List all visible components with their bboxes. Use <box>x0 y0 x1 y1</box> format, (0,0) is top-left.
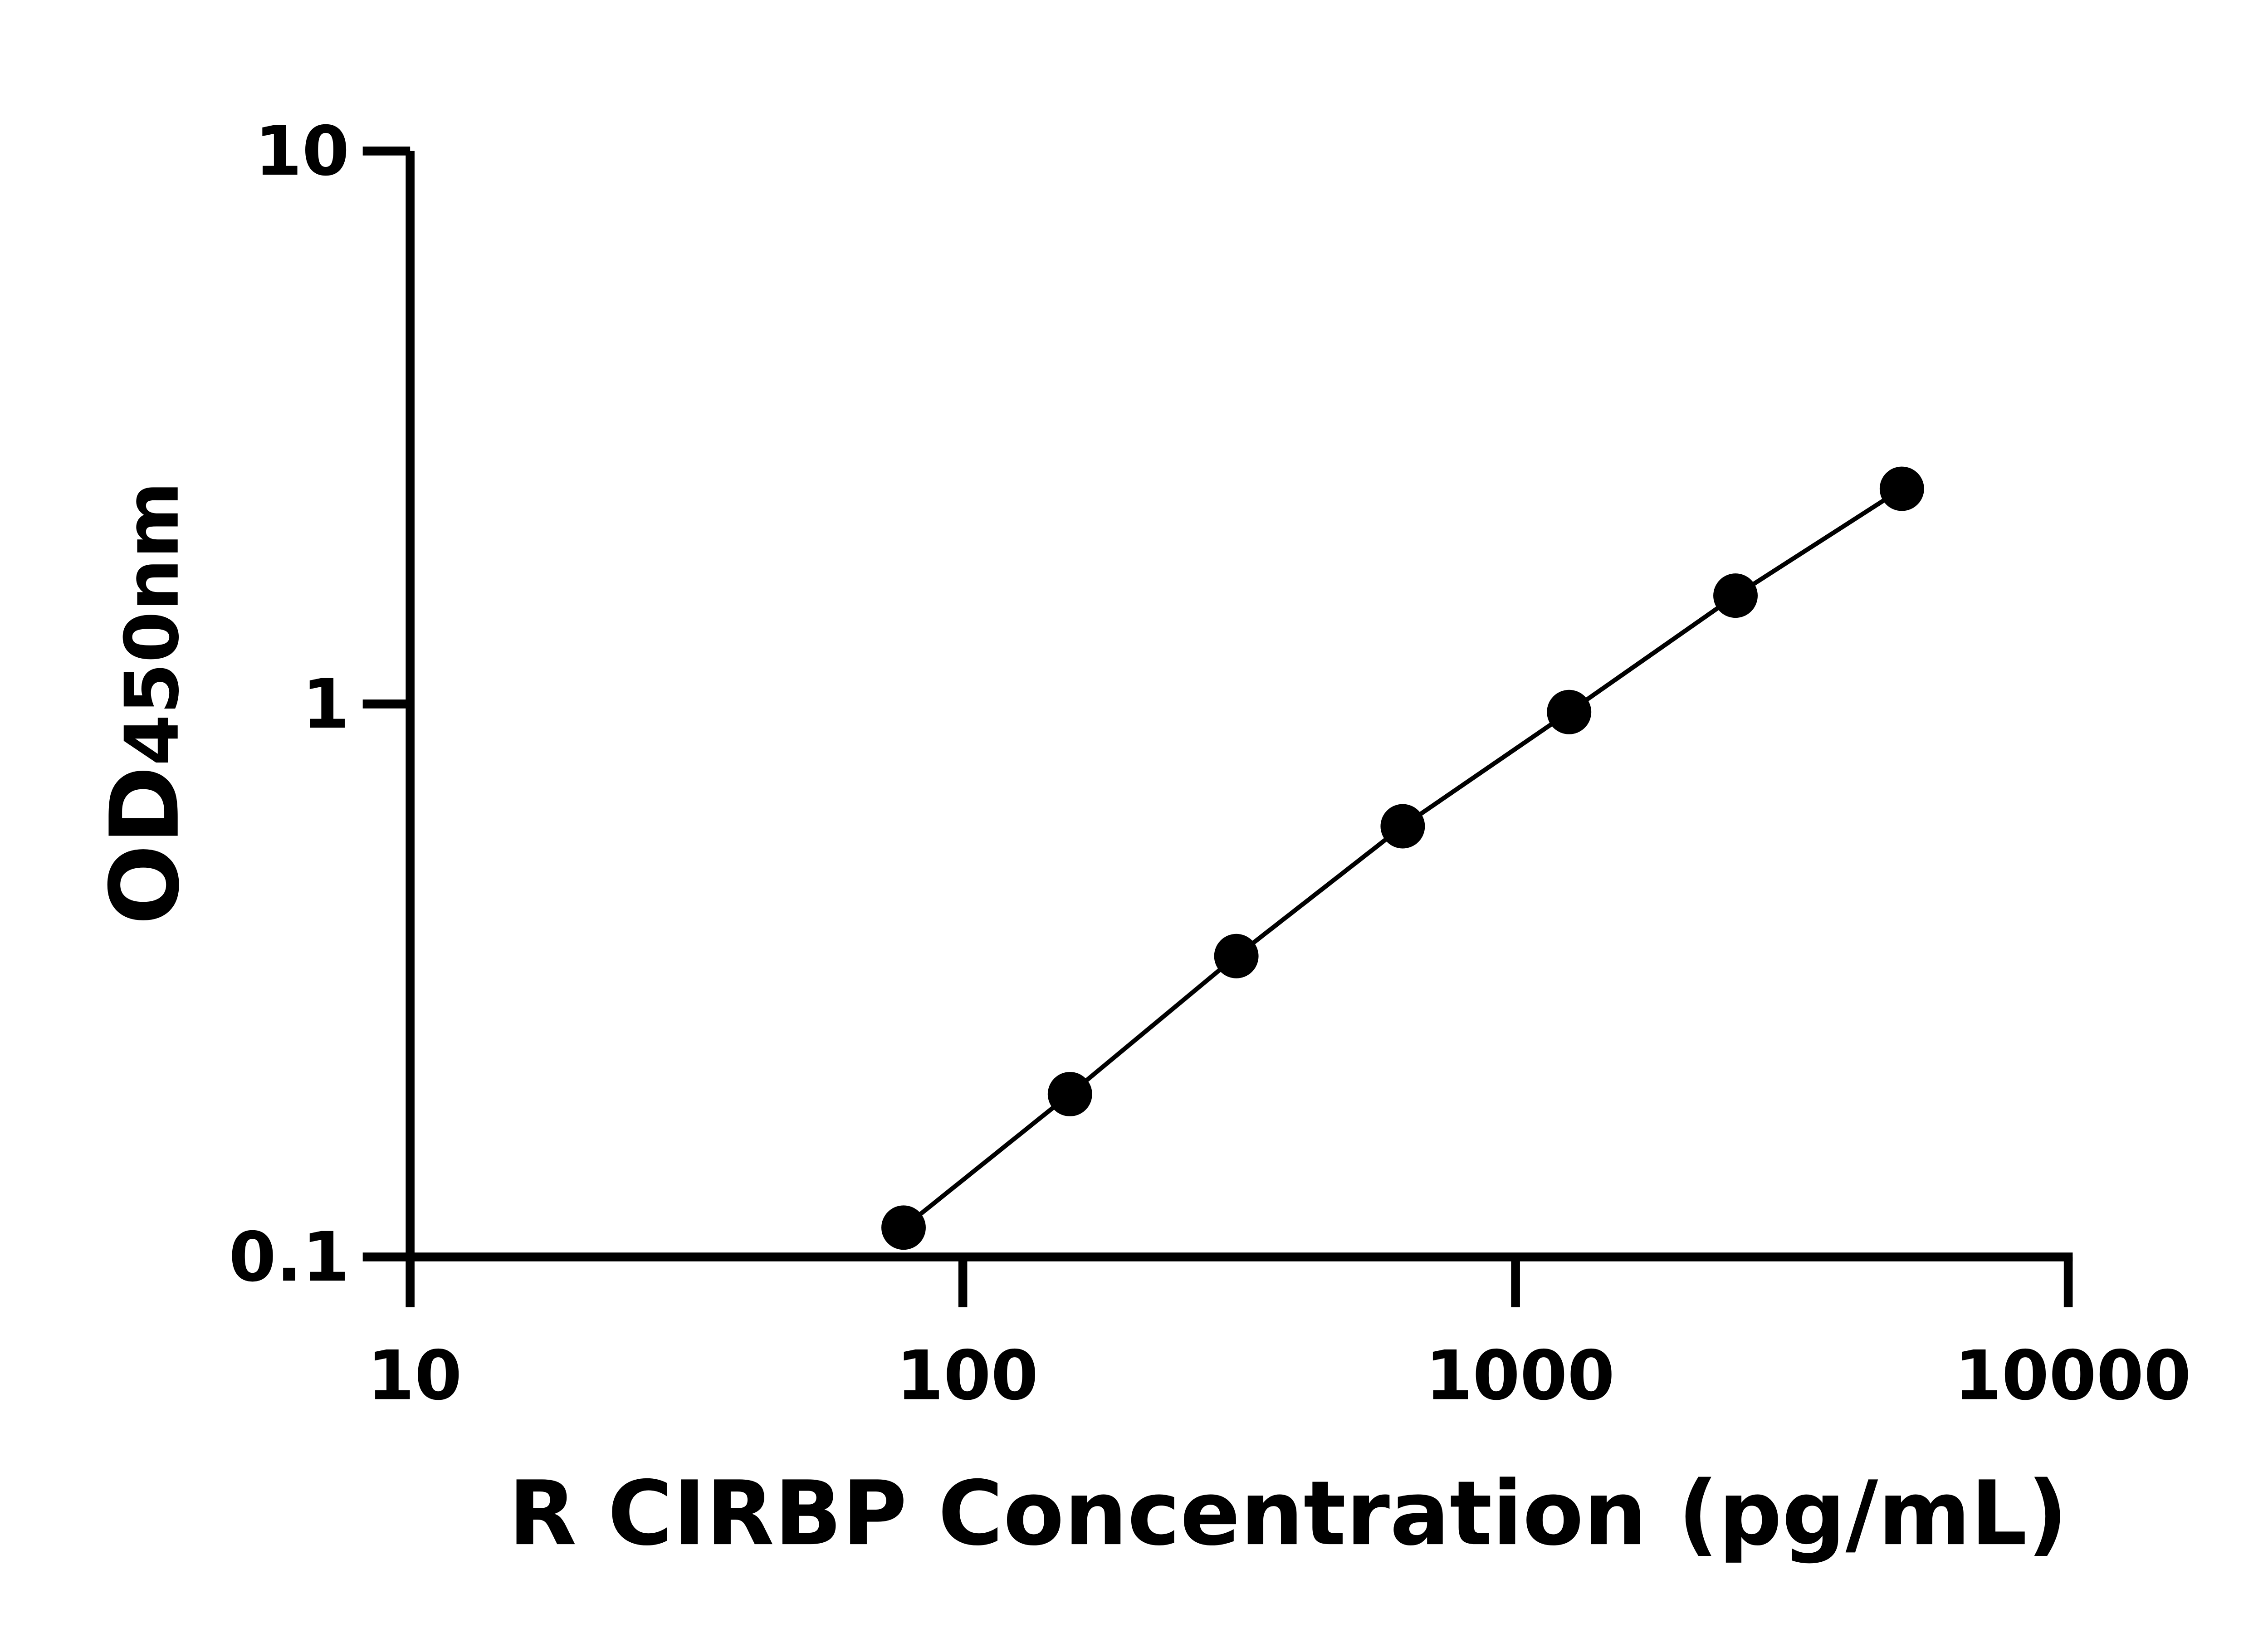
data-point <box>1879 466 1924 511</box>
data-marks <box>881 466 1924 1250</box>
data-point <box>1713 573 1758 618</box>
x-tick-label: 10000 <box>1954 1336 2191 1415</box>
y-axis-label-sub: 450nm <box>110 481 196 766</box>
axes <box>406 151 2073 1261</box>
y-tick-label: 0.1 <box>229 1218 349 1297</box>
x-tick-label: 10 <box>367 1336 462 1415</box>
data-point <box>1047 1072 1092 1116</box>
data-point <box>881 1205 926 1250</box>
y-axis-label: OD450nm <box>90 481 200 925</box>
data-point <box>1380 804 1425 849</box>
y-axis-label-main: OD <box>90 766 200 925</box>
y-tick-label: 10 <box>254 112 349 191</box>
data-point <box>1547 689 1592 734</box>
x-tick-label: 1000 <box>1425 1336 1615 1415</box>
data-point <box>1214 934 1259 978</box>
y-tick-label: 1 <box>302 665 349 744</box>
x-tick-label: 100 <box>896 1336 1038 1415</box>
x-axis-label: R CIRBP Concentration (pg/mL) <box>508 1462 2068 1565</box>
ticks: 10 100 1000 10000 0.1 1 10 <box>229 112 2191 1415</box>
